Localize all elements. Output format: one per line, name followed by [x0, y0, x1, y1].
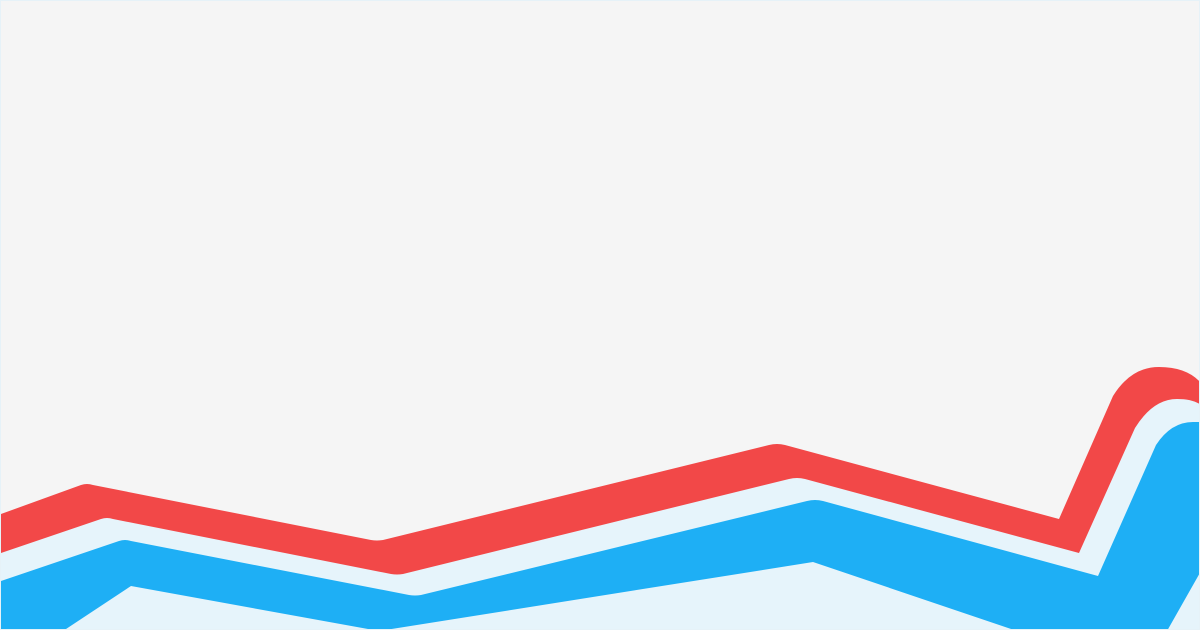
- blue-band: [1, 422, 1199, 629]
